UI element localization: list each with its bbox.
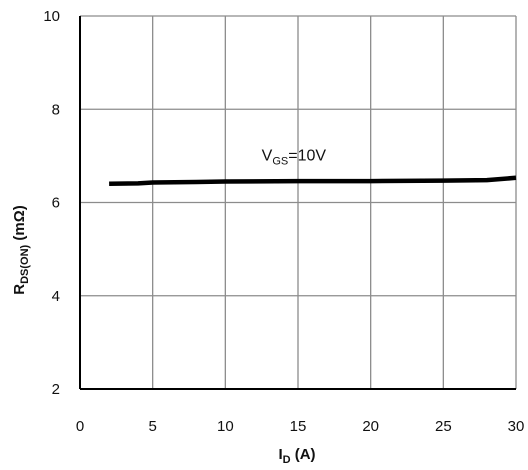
x-tick-label: 15 xyxy=(290,418,307,435)
x-tick-label: 20 xyxy=(362,418,379,435)
x-tick-label: 0 xyxy=(76,418,84,435)
plot-frame xyxy=(79,15,517,390)
y-tick-label: 4 xyxy=(52,288,60,305)
x-tick-label: 5 xyxy=(148,418,156,435)
x-tick-label: 30 xyxy=(508,418,525,435)
x-tick-label: 25 xyxy=(435,418,452,435)
tick-labels: 0 5 10 15 20 25 30 2 4 6 8 10 xyxy=(43,8,524,435)
series-group xyxy=(109,175,517,187)
x-axis-title: ID (A) xyxy=(278,446,315,466)
y-tick-label: 8 xyxy=(52,101,60,118)
y-tick-label: 6 xyxy=(52,195,60,212)
annotations: VGS=10V xyxy=(262,148,327,168)
series-line xyxy=(109,175,517,187)
grid xyxy=(80,16,516,389)
y-tick-label: 10 xyxy=(43,8,60,25)
y-axis-title: RDS(ON) (mΩ) xyxy=(11,205,31,294)
annotation-vgs: VGS=10V xyxy=(262,148,327,168)
y-tick-label: 2 xyxy=(52,381,60,398)
x-tick-label: 10 xyxy=(217,418,234,435)
